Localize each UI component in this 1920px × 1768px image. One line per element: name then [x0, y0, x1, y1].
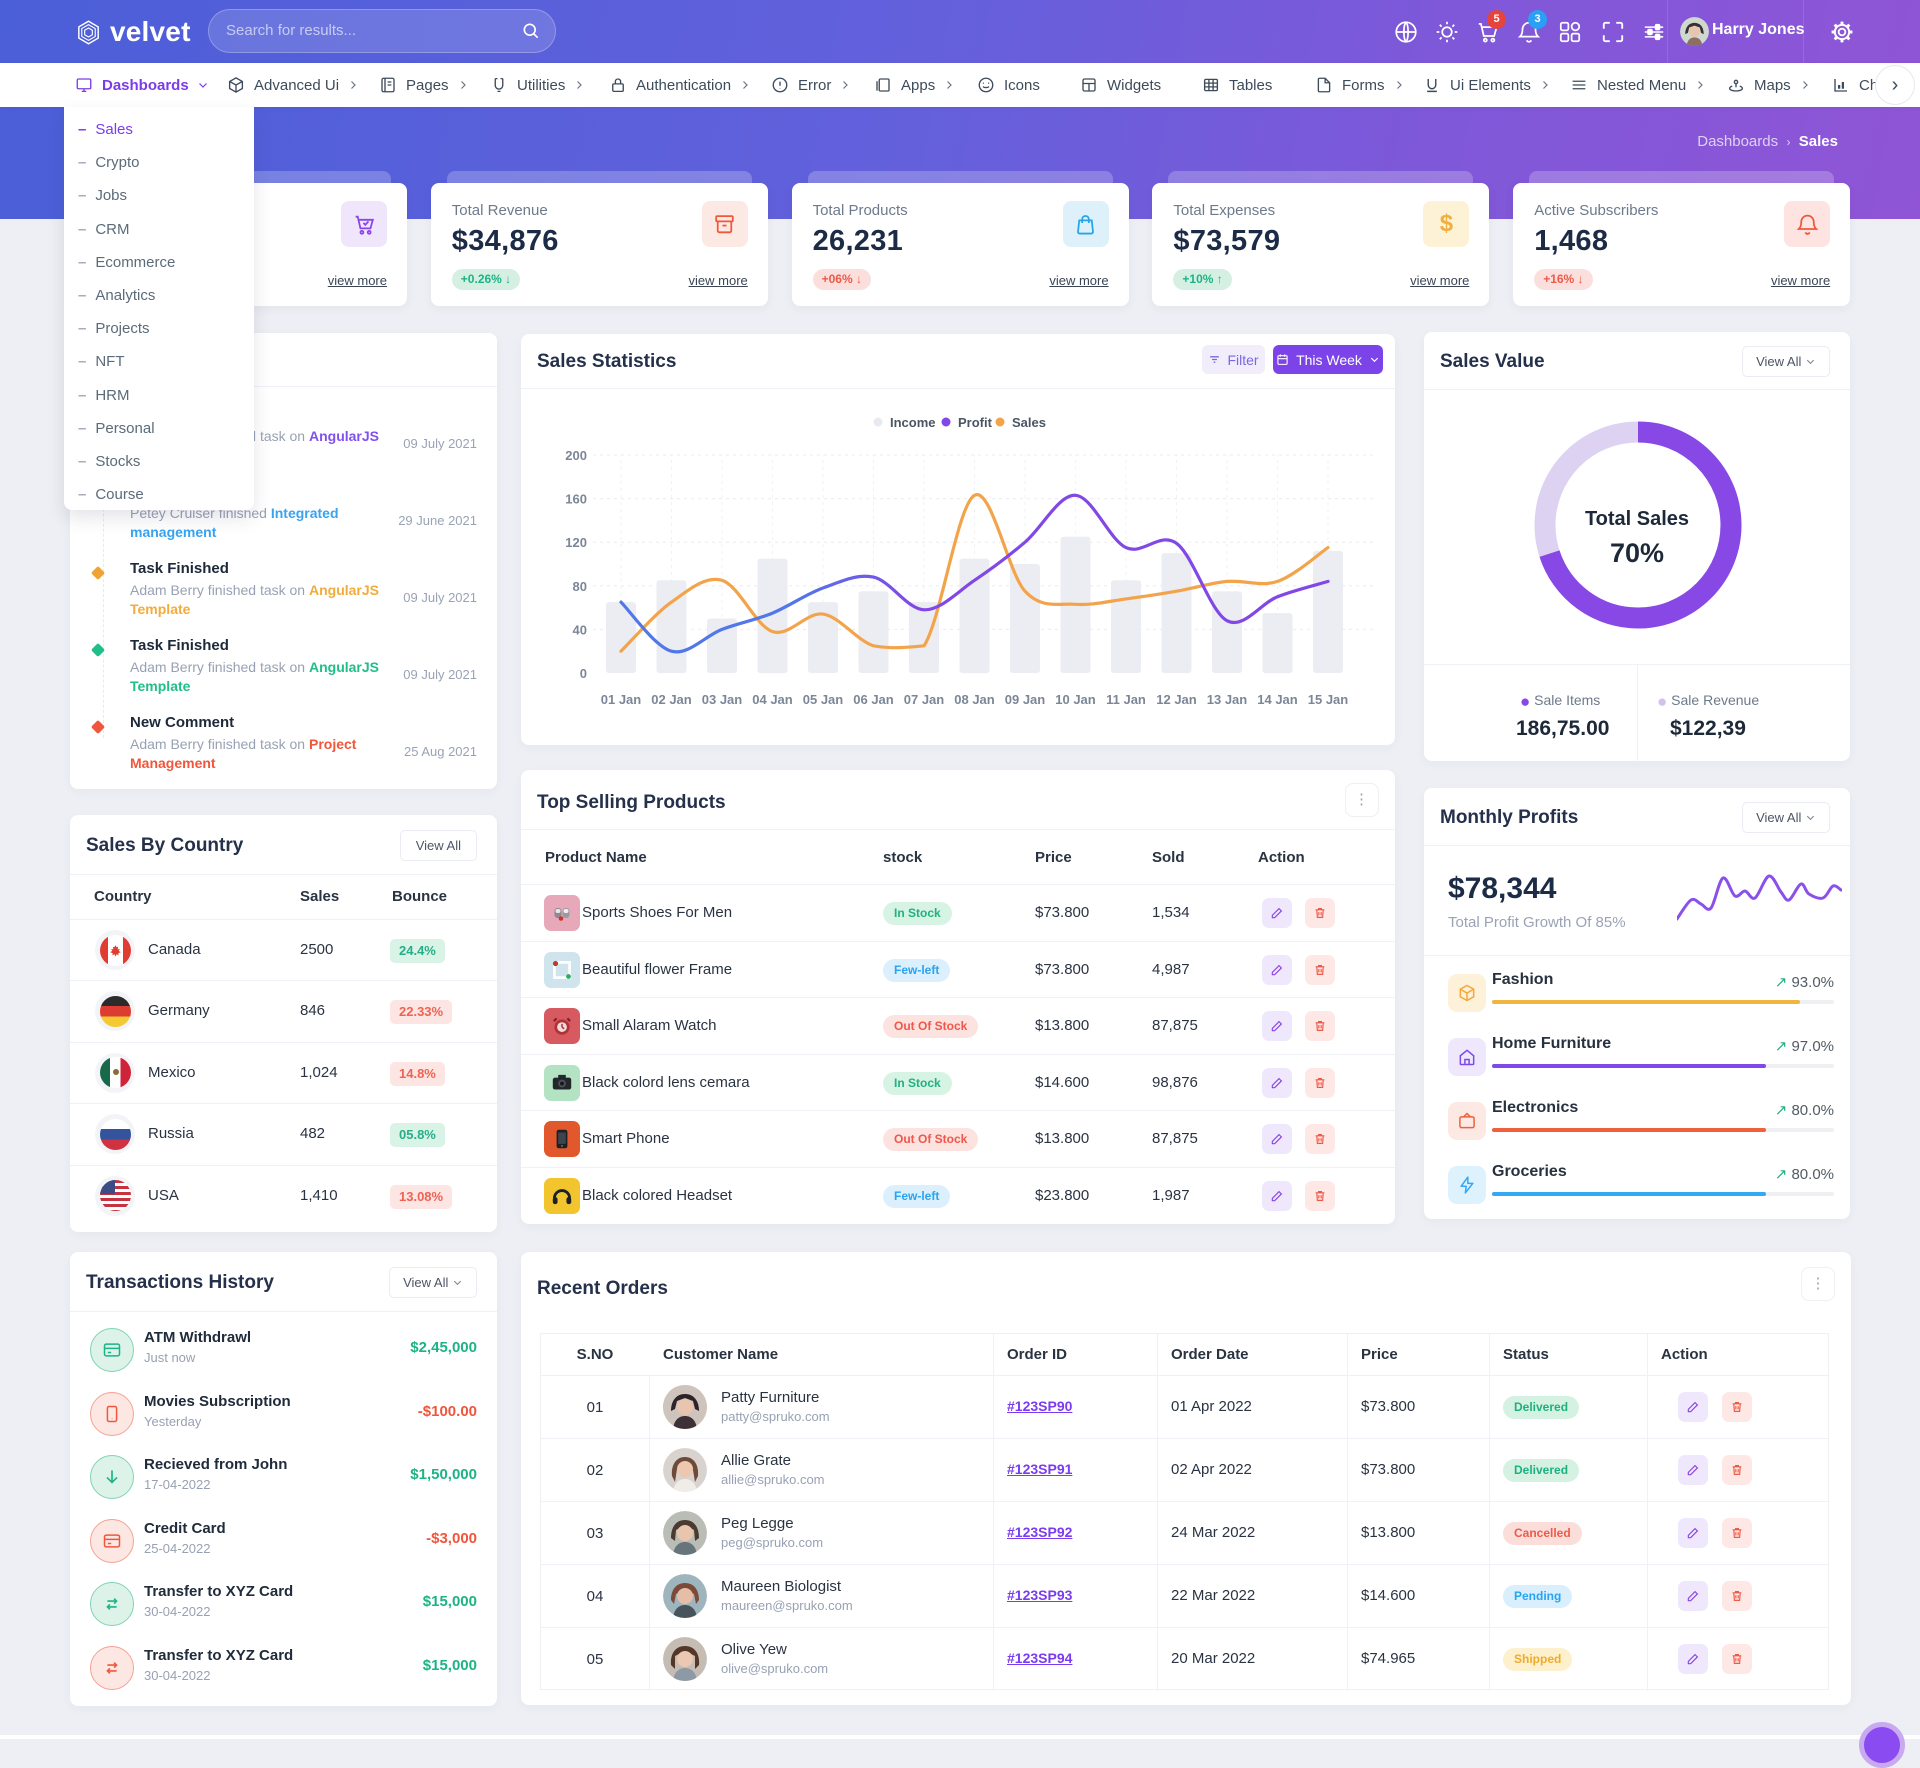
- svg-text:10 Jan: 10 Jan: [1055, 692, 1096, 707]
- svg-text:03 Jan: 03 Jan: [702, 692, 743, 707]
- svg-text:07 Jan: 07 Jan: [904, 692, 945, 707]
- svg-text:Profit: Profit: [958, 415, 993, 430]
- svg-text:11 Jan: 11 Jan: [1106, 692, 1146, 707]
- svg-text:08 Jan: 08 Jan: [954, 692, 995, 707]
- svg-text:0: 0: [580, 666, 587, 681]
- svg-text:12 Jan: 12 Jan: [1156, 692, 1197, 707]
- svg-text:09 Jan: 09 Jan: [1005, 692, 1046, 707]
- svg-text:02 Jan: 02 Jan: [651, 692, 692, 707]
- svg-text:Sales: Sales: [1012, 415, 1046, 430]
- svg-text:80: 80: [573, 579, 587, 594]
- svg-text:04 Jan: 04 Jan: [752, 692, 793, 707]
- svg-text:01 Jan: 01 Jan: [601, 692, 642, 707]
- svg-text:15 Jan: 15 Jan: [1308, 692, 1349, 707]
- svg-text:13 Jan: 13 Jan: [1207, 692, 1248, 707]
- svg-text:14 Jan: 14 Jan: [1257, 692, 1298, 707]
- svg-text:160: 160: [565, 492, 587, 507]
- svg-text:05 Jan: 05 Jan: [803, 692, 844, 707]
- svg-text:120: 120: [565, 535, 587, 550]
- svg-text:Income: Income: [890, 415, 936, 430]
- svg-text:200: 200: [565, 448, 587, 463]
- svg-text:40: 40: [573, 622, 587, 637]
- svg-text:06 Jan: 06 Jan: [853, 692, 894, 707]
